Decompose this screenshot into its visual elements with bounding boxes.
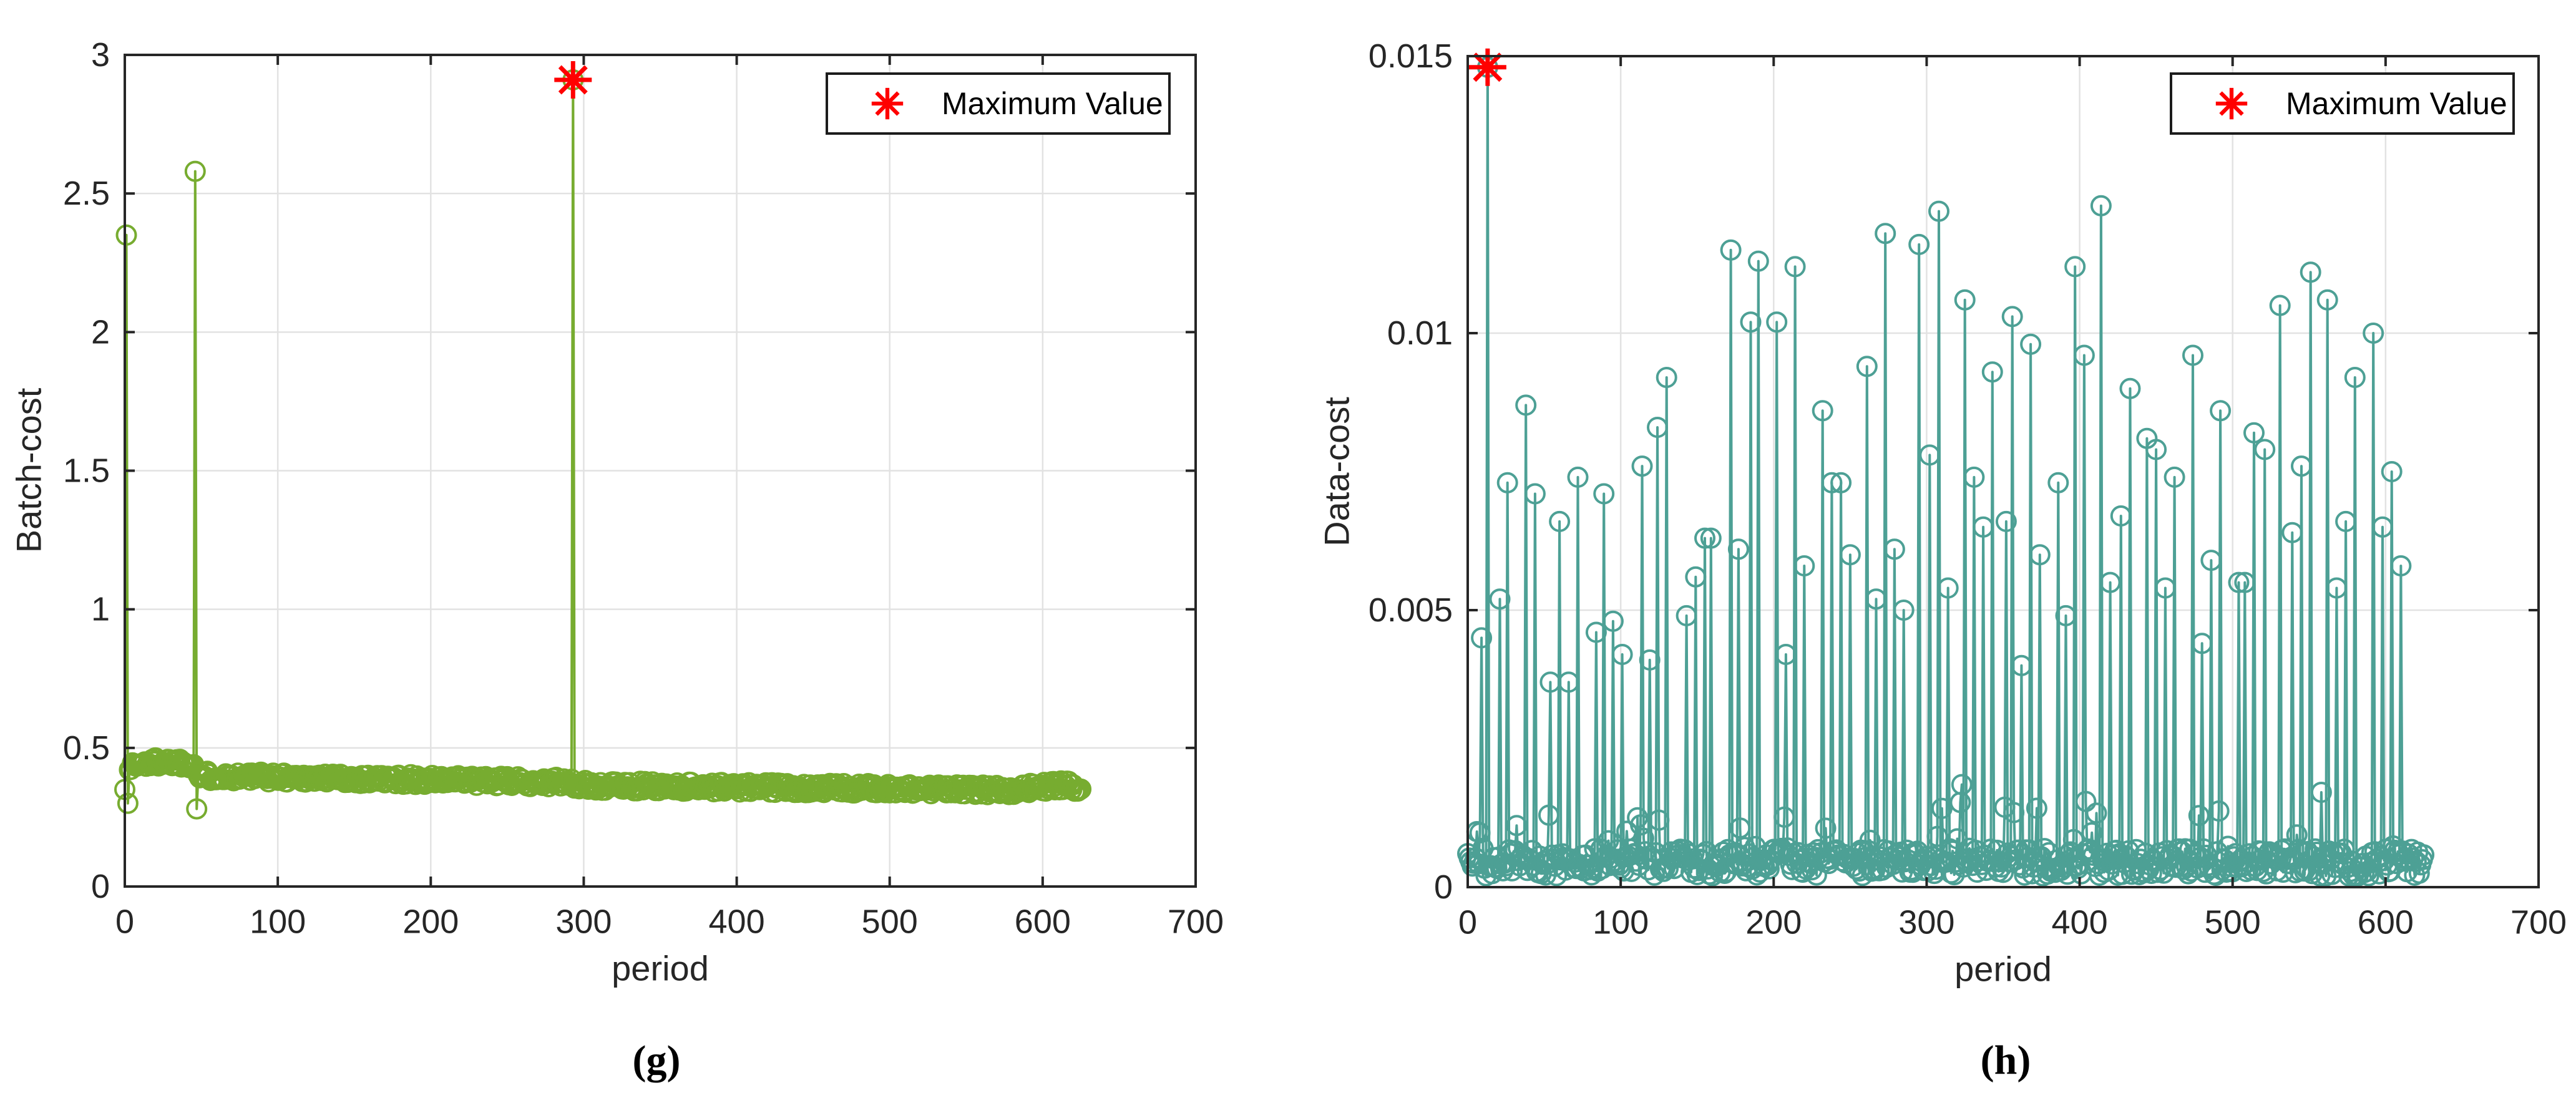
x-tick-label: 600: [1015, 903, 1071, 940]
x-tick-label: 600: [2358, 903, 2414, 941]
y-tick-label: 3: [91, 36, 110, 74]
legend-label: Maximum Value: [942, 86, 1163, 121]
grid-lines: [125, 55, 1196, 887]
y-tick-labels: 0 0.5 1 1.5 2 2.5 3: [63, 36, 110, 905]
x-tick-label: 300: [555, 903, 612, 940]
x-tick-label: 200: [402, 903, 459, 940]
axes-panel-h: 0 100 200 300 400 500 600 700 0 0.005 0.01 0.015: [1368, 37, 2567, 941]
x-tick-label: 400: [709, 903, 765, 940]
x-tick-label: 0: [1458, 903, 1477, 941]
series-markers: [114, 69, 1092, 820]
max-value-asterisk-marker: [554, 61, 592, 99]
x-tick-label: 500: [862, 903, 918, 940]
grid-lines: [1468, 56, 2539, 887]
x-tick-label: 100: [250, 903, 306, 940]
axes-border: [1466, 55, 2540, 888]
series-line: [124, 79, 1082, 810]
axes-border: [124, 54, 1197, 888]
axis-ticks: [1466, 55, 2540, 888]
y-tick-label: 1.5: [63, 452, 110, 490]
axes-panel-g: 0 100 200 300 400 500 600 700 0 0.5 1 1.5 2 2.5 3: [63, 36, 1224, 940]
x-tick-label: 200: [1745, 903, 1802, 941]
x-tick-labels: 0 100 200 300 400 500 600 700: [115, 903, 1224, 940]
x-tick-label: 700: [2510, 903, 2567, 941]
y-tick-label: 1: [91, 591, 110, 628]
y-tick-label: 2: [91, 313, 110, 351]
y-axis-label-data-cost: Data-cost: [1317, 397, 1357, 547]
legend-label: Maximum Value: [2286, 86, 2507, 121]
y-tick-label: 2.5: [63, 175, 110, 212]
y-tick-label: 0: [91, 868, 110, 905]
x-tick-label: 100: [1593, 903, 1649, 941]
x-tick-label: 700: [1168, 903, 1224, 940]
y-tick-label: 0.5: [63, 729, 110, 767]
x-tick-label: 500: [2205, 903, 2261, 941]
legend-left: Maximum Value: [826, 72, 1171, 135]
y-tick-label: 0.01: [1387, 314, 1453, 352]
asterisk-icon: [871, 87, 904, 120]
y-tick-label: 0.015: [1368, 37, 1453, 75]
asterisk-icon: [2215, 87, 2248, 120]
panel-caption-g: (g): [632, 1037, 681, 1083]
x-tick-label: 400: [2052, 903, 2108, 941]
max-value-asterisk-marker: [1468, 48, 1506, 86]
y-tick-labels: 0 0.005 0.01 0.015: [1368, 37, 1453, 906]
y-tick-label: 0.005: [1368, 591, 1453, 629]
x-tick-label: 300: [1898, 903, 1954, 941]
series-markers: [1457, 56, 2435, 887]
panel-caption-h: (h): [1980, 1037, 2031, 1083]
y-axis-label-batch-cost: Batch-cost: [9, 387, 49, 553]
legend-right: Maximum Value: [2170, 72, 2515, 135]
x-axis-label-period-right: period: [1954, 949, 2052, 989]
x-tick-label: 0: [115, 903, 134, 940]
y-tick-label: 0: [1434, 868, 1453, 906]
series-line: [1466, 66, 2426, 877]
x-tick-labels: 0 100 200 300 400 500 600 700: [1458, 903, 2567, 941]
x-axis-label-period-left: period: [612, 948, 709, 988]
